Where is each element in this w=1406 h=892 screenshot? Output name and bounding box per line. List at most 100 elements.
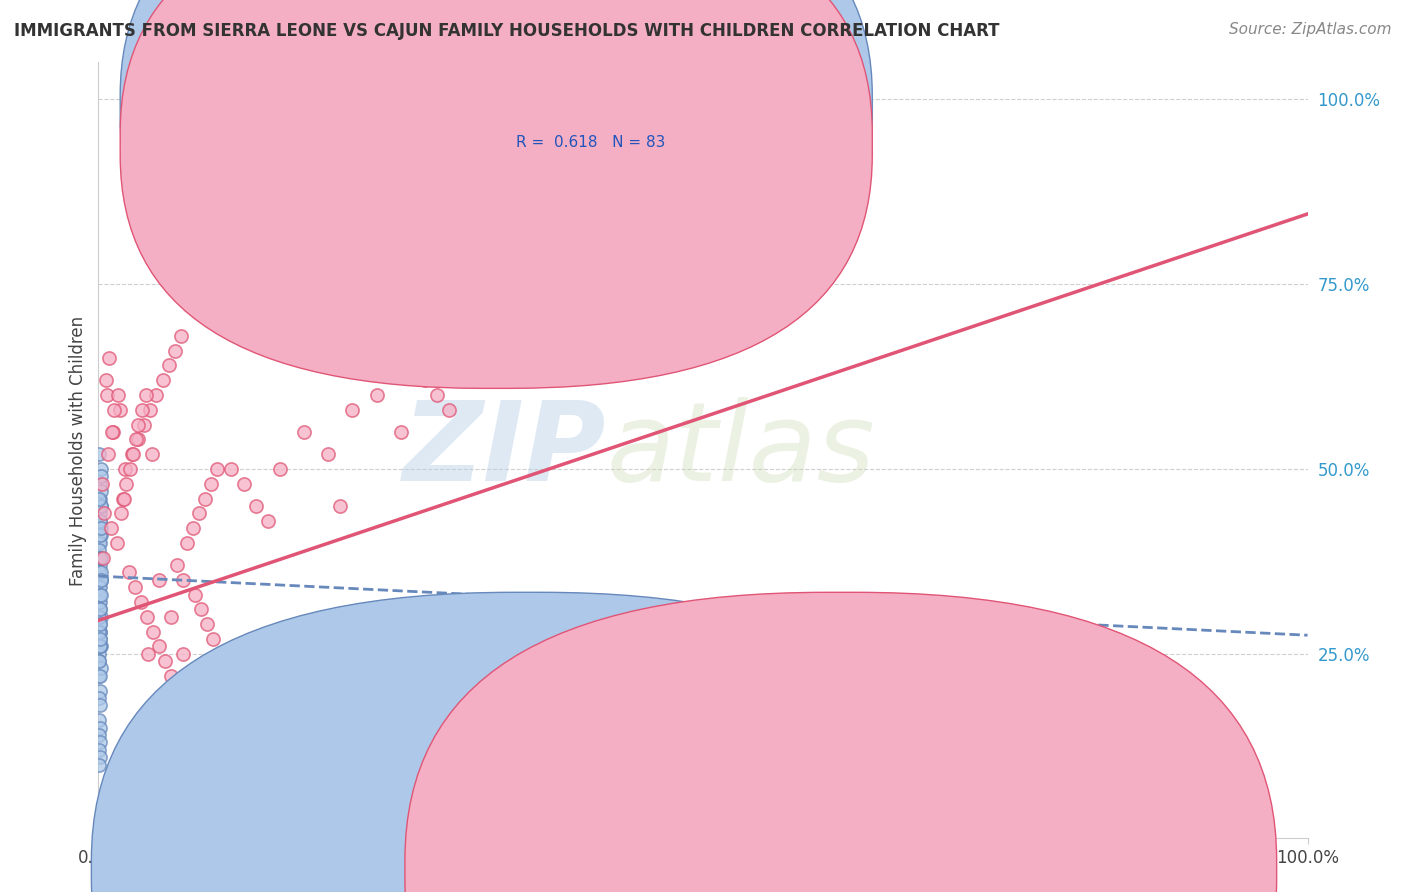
Point (200, 476, 222, 491)
Point (127, 433, 149, 447)
Point (89, 588, 111, 602)
Point (108, 402, 131, 417)
Point (157, 359, 180, 373)
Point (190, 602, 212, 616)
Point (124, 580, 146, 594)
Point (281, 757, 304, 772)
Point (89, 624, 111, 639)
Point (510, 329, 533, 343)
Point (89, 528, 111, 542)
Point (463, 373, 485, 387)
Point (90, 469, 112, 483)
Point (89, 550, 111, 565)
Point (97, 447, 120, 461)
Point (329, 499, 352, 513)
Point (89, 632, 111, 646)
Point (89, 609, 111, 624)
Point (100, 521, 122, 535)
Text: atlas: atlas (606, 397, 875, 504)
Point (89, 558, 111, 572)
Point (90, 588, 112, 602)
Point (89, 617, 111, 632)
Point (89, 757, 111, 772)
Point (101, 425, 124, 439)
Point (90, 573, 112, 587)
Point (160, 669, 183, 683)
Point (89, 750, 111, 764)
Point (131, 402, 153, 417)
Point (89, 491, 111, 506)
Point (187, 506, 209, 520)
Point (87, 713, 110, 727)
Point (145, 388, 167, 402)
Point (89, 491, 111, 506)
Point (87, 536, 110, 550)
Point (89, 506, 111, 520)
Point (172, 647, 194, 661)
Point (114, 462, 136, 476)
Point (172, 573, 194, 587)
Point (110, 506, 132, 520)
Point (89, 543, 111, 558)
Point (89, 521, 111, 535)
FancyBboxPatch shape (461, 78, 751, 178)
Point (90, 521, 112, 535)
Point (389, 425, 412, 439)
Point (135, 609, 157, 624)
Point (90, 499, 112, 513)
Point (89, 698, 111, 713)
Point (89, 624, 111, 639)
Point (136, 647, 159, 661)
Point (166, 558, 188, 572)
Point (87, 550, 110, 565)
Point (474, 351, 496, 365)
Point (184, 588, 207, 602)
Point (90, 573, 112, 587)
Point (148, 573, 170, 587)
Point (176, 536, 198, 550)
Point (89, 580, 111, 594)
Point (87, 669, 110, 683)
Point (107, 388, 129, 402)
Point (111, 491, 134, 506)
Point (141, 447, 163, 461)
Point (139, 402, 162, 417)
Point (89, 640, 111, 654)
Point (90, 640, 112, 654)
Point (87, 447, 110, 461)
Point (87, 743, 110, 757)
Point (89, 595, 111, 609)
Point (96, 388, 118, 402)
Point (121, 447, 143, 461)
Point (89, 640, 111, 654)
Point (152, 373, 174, 387)
Point (195, 698, 218, 713)
Point (118, 566, 141, 580)
Point (413, 373, 436, 387)
Point (118, 462, 141, 476)
Point (194, 491, 217, 506)
Point (195, 617, 218, 632)
Point (122, 447, 145, 461)
Point (89, 580, 111, 594)
Point (87, 691, 110, 706)
Point (148, 640, 170, 654)
Point (89, 588, 111, 602)
Point (90, 550, 112, 565)
Point (129, 595, 152, 609)
Point (94, 373, 117, 387)
Point (90, 499, 112, 513)
FancyBboxPatch shape (120, 0, 872, 388)
Point (316, 447, 339, 461)
Point (93, 506, 115, 520)
Point (89, 624, 111, 639)
Point (87, 654, 110, 668)
Point (89, 595, 111, 609)
Point (426, 388, 449, 402)
Point (90, 528, 112, 542)
Point (112, 491, 135, 506)
Point (89, 506, 111, 520)
Point (89, 632, 111, 646)
Point (142, 624, 165, 639)
Point (256, 514, 278, 528)
